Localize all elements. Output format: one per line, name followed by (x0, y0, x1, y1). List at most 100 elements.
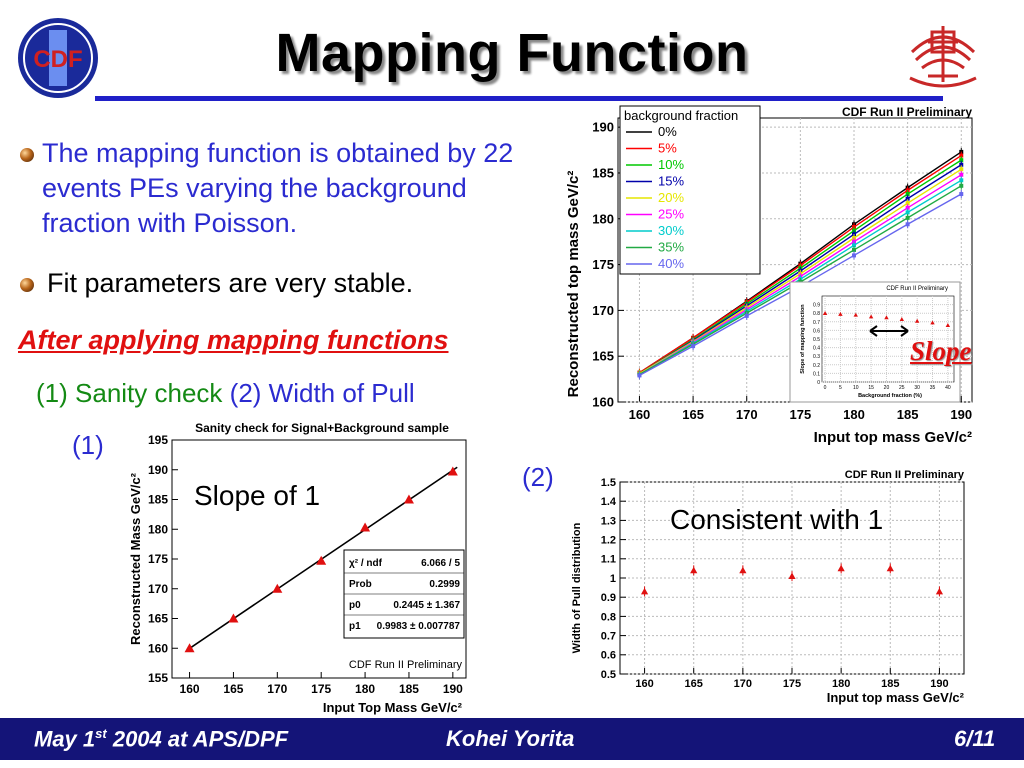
x-tick-label: 160 (635, 678, 653, 690)
y-tick-label: 165 (592, 349, 614, 364)
y-tick-label: 155 (148, 671, 168, 685)
data-point (959, 153, 964, 158)
cdf-logo-text: CDF (33, 46, 82, 73)
data-point (447, 466, 458, 476)
y-tick-label: 185 (592, 166, 614, 181)
inset-x-tick-label: 35 (930, 385, 936, 391)
inset-data-point (914, 318, 920, 323)
x-tick-label: 185 (399, 682, 419, 696)
y-tick-label: 1.2 (601, 534, 616, 546)
item-2-label: Width of Pull (268, 378, 415, 408)
data-point (905, 222, 910, 227)
x-axis-label: Input Top Mass GeV/c² (323, 700, 463, 715)
slope-annotation: Slope (910, 336, 972, 366)
data-point (788, 572, 796, 579)
data-point (691, 344, 696, 349)
data-point (837, 564, 845, 572)
chart-footnote: CDF Run II Preliminary (349, 659, 463, 671)
stats-key: p1 (349, 621, 361, 632)
data-point (905, 205, 910, 210)
legend-label: 0% (658, 124, 677, 139)
x-tick-label: 170 (734, 678, 752, 690)
consistent-annotation: Consistent with 1 (670, 504, 884, 535)
data-point (852, 247, 856, 252)
stats-value: 0.2445 ± 1.367 (393, 600, 460, 611)
cdf-logo: CDF (18, 18, 98, 98)
legend-label: 5% (658, 141, 677, 156)
x-tick-label: 170 (267, 682, 287, 696)
x-tick-label: 185 (881, 678, 899, 690)
inset-y-tick-label: 0.4 (813, 346, 820, 352)
data-point (360, 522, 371, 532)
inset-data-point (868, 314, 874, 319)
data-point (184, 643, 195, 653)
stats-value: 0.2999 (429, 579, 460, 590)
page-title: Mapping Function (275, 23, 749, 83)
data-point (640, 587, 649, 595)
y-tick-label: 190 (148, 463, 168, 477)
item-1-number: (1) (36, 378, 68, 408)
inset-x-tick-label: 5 (839, 385, 842, 391)
data-point (905, 196, 910, 201)
legend-label: 15% (658, 174, 684, 189)
data-point (690, 566, 698, 574)
data-point (852, 243, 856, 248)
y-tick-label: 0.9 (601, 592, 616, 604)
x-tick-label: 190 (950, 407, 972, 422)
data-point (959, 183, 964, 188)
data-point (852, 253, 856, 258)
y-tick-label: 160 (592, 395, 614, 410)
x-tick-label: 170 (736, 407, 758, 422)
inset-x-tick-label: 10 (853, 385, 859, 391)
slope-of-one-annotation: Slope of 1 (194, 480, 321, 511)
y-tick-label: 170 (592, 303, 614, 318)
x-tick-label: 180 (832, 678, 850, 690)
y-axis-label: Reconstructed Mass GeV/c² (128, 472, 143, 645)
sanity-check-chart: Sanity check for Signal+Background sampl… (128, 416, 478, 718)
legend-label: 10% (658, 157, 684, 172)
x-tick-label: 180 (355, 682, 375, 696)
inset-x-tick-label: 25 (899, 385, 905, 391)
data-point (905, 210, 910, 215)
item-2-number: (2) (229, 378, 262, 408)
inset-y-tick-label: 0.5 (813, 337, 820, 343)
double-arrow-icon (869, 325, 909, 337)
inset-y-tick-label: 0 (817, 380, 820, 386)
y-tick-label: 175 (148, 552, 168, 566)
inset-y-tick-label: 0.1 (813, 371, 820, 377)
bullet-text-1: The mapping function is obtained by 22 e… (42, 138, 514, 238)
x-tick-label: 175 (311, 682, 331, 696)
y-tick-label: 1 (610, 573, 616, 585)
data-point (739, 566, 747, 574)
data-point (959, 167, 964, 172)
pull-width-chart: CDF Run II Preliminary 160 165 170 175 180 185… (566, 464, 978, 708)
inset-y-tick-label: 0.2 (813, 363, 820, 369)
inset-data-point (899, 317, 905, 321)
legend-label: 40% (658, 256, 684, 271)
inset-x-tick-label: 15 (868, 385, 874, 391)
x-tick-label: 175 (783, 678, 801, 690)
legend-label: 20% (658, 190, 684, 205)
y-tick-label: 195 (148, 433, 168, 447)
inset-y-tick-label: 0.7 (813, 320, 820, 326)
item-1-label: Sanity check (75, 378, 223, 408)
inset-data-point (930, 320, 935, 325)
x-tick-label: 160 (629, 407, 651, 422)
chart-header: CDF Run II Preliminary (845, 469, 965, 481)
stats-key: p0 (349, 600, 361, 611)
plot-label-1: (1) (72, 430, 104, 460)
bullet-icon (20, 278, 34, 292)
inset-y-tick-label: 0.8 (813, 311, 820, 317)
footer-bar: May 1st 2004 at APS/DPF Kohei Yorita 6/1… (0, 718, 1024, 760)
y-tick-label: 175 (592, 257, 614, 272)
data-point (637, 373, 642, 378)
university-crest-icon (909, 26, 977, 88)
data-point (272, 583, 283, 593)
data-point (316, 555, 327, 565)
data-point (935, 587, 944, 595)
y-tick-label: 190 (592, 120, 614, 135)
y-axis-label: Width of Pull distribution (571, 522, 583, 653)
inset-data-point (853, 312, 858, 317)
data-point (403, 494, 414, 504)
x-tick-label: 180 (843, 407, 865, 422)
